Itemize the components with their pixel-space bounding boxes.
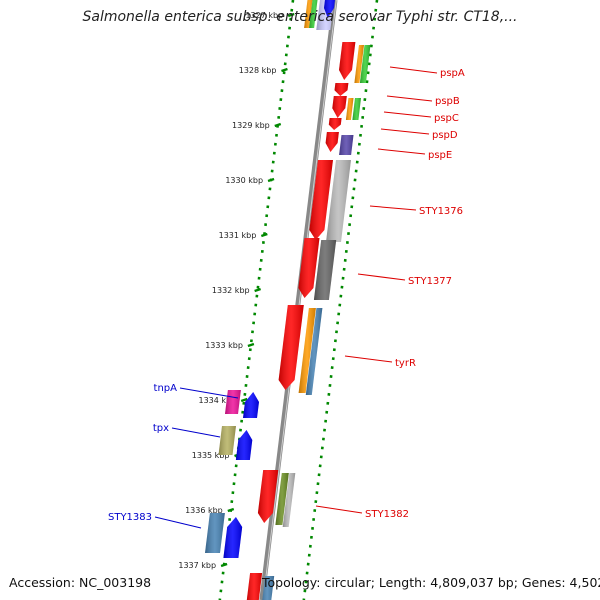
gene-STY1377-label[interactable]: STY1377 <box>408 276 452 287</box>
topology-text: Topology: circular; Length: 4,809,037 bp… <box>262 575 600 590</box>
scale-tick <box>220 562 228 568</box>
gene-tnpA-magenta-shading <box>225 390 241 414</box>
gene-pspC-shading <box>332 96 347 118</box>
scale-tick-label: 1336 kbp <box>185 506 223 515</box>
gene-tpx-label[interactable]: tpx <box>153 423 169 434</box>
gene-STY1382-label[interactable]: STY1382 <box>365 509 409 520</box>
gene-tnpA-label[interactable]: tnpA <box>154 383 178 394</box>
scale-tick <box>247 342 255 348</box>
gene-pspD-leader-line <box>380 128 430 135</box>
gene-STY1376-shading <box>309 160 333 240</box>
scale-tick <box>274 122 282 128</box>
gene-pspC-orange-shading <box>345 98 354 120</box>
gene-pspB-label[interactable]: pspB <box>435 96 460 107</box>
genome-backbone-highlight <box>262 0 337 600</box>
gene-top-blue-shading <box>324 0 335 18</box>
map-title: Salmonella enterica subsp. enterica sero… <box>82 9 518 25</box>
scale-dotted-line-left <box>218 0 295 600</box>
gene-tyrR-blue-shading <box>305 308 323 395</box>
gene-bottom-steelblue-shading <box>262 576 275 600</box>
scale-tick-label: 1335 kbp <box>192 451 230 460</box>
scale-tick-label: 1332 kbp <box>212 286 250 295</box>
scale-tick <box>254 287 261 293</box>
gene-tnpA-shading <box>243 392 259 418</box>
gene-STY1376-leader-line <box>369 205 417 211</box>
gene-tpx-leader-line <box>171 427 221 438</box>
gene-tyrR-shading <box>278 305 304 390</box>
gene-pspE-leader-line <box>377 148 426 155</box>
gene-pspD-shading <box>328 118 342 130</box>
gene-pspE-label[interactable]: pspE <box>428 150 452 161</box>
gene-pspC-green-shading <box>352 98 361 120</box>
gene-bottom-red-shading <box>246 573 263 600</box>
gene-STY1377-gray-shading <box>313 240 337 300</box>
gene-STY1382-leader-line <box>315 505 363 514</box>
gene-pspE-shading <box>325 132 339 152</box>
scale-tick-label: 1328 kbp <box>239 66 277 75</box>
gene-pspA-label[interactable]: pspA <box>440 68 465 79</box>
scale-tick-label: 1337 kbp <box>178 561 216 570</box>
scale-tick <box>240 397 248 403</box>
scale-tick-label: 1334 kbp <box>198 396 236 405</box>
gene-tpx-olive-shading <box>218 426 236 455</box>
gene-top-orange-shading <box>304 0 313 28</box>
gene-STY1377-shading <box>298 238 320 298</box>
gene-pspA-shading <box>339 42 356 80</box>
gene-tyrR-label[interactable]: tyrR <box>395 358 416 369</box>
gene-pspC-label[interactable]: pspC <box>434 113 459 124</box>
gene-STY1382-darkgreen-shading <box>275 473 289 525</box>
gene-pspD-label[interactable]: pspD <box>432 130 458 141</box>
gene-pspB-leader-line <box>386 95 433 102</box>
gene-top-green-shading <box>309 0 318 28</box>
scale-tick <box>227 507 235 513</box>
gene-STY1383-label[interactable]: STY1383 <box>108 512 152 523</box>
gene-STY1383-leader-line <box>154 516 202 529</box>
gene-tnpA-leader-line <box>179 387 239 399</box>
gene-pspA-leader-line <box>389 66 438 74</box>
scale-dotted-line-right <box>302 0 379 600</box>
gene-STY1376-label[interactable]: STY1376 <box>419 206 463 217</box>
gene-STY1383-steelblue-shading <box>205 513 225 553</box>
gene-pspB-shading <box>334 83 349 96</box>
accession-text: Accession: NC_003198 <box>9 575 152 590</box>
gene-STY1382-shading <box>257 470 279 523</box>
scale-tick <box>281 67 288 73</box>
scale-tick <box>267 177 275 183</box>
gene-pspA-green-shading <box>359 45 371 83</box>
gene-tpx-shading <box>235 430 253 460</box>
gene-STY1383-shading <box>223 517 243 558</box>
gene-pspC-leader-line <box>383 111 432 118</box>
scale-tick-label: 1331 kbp <box>219 231 257 240</box>
scale-tick-label: 1330 kbp <box>225 176 263 185</box>
gene-pspA-orange-shading <box>354 45 364 83</box>
gene-tyrR-orange-shading <box>298 308 316 393</box>
gene-STY1382-gray-shading <box>282 473 296 527</box>
scale-tick <box>260 232 268 238</box>
scale-tick-label: 1329 kbp <box>232 121 270 130</box>
gene-STY1377-leader-line <box>357 273 406 281</box>
scale-tick-label: 1333 kbp <box>205 341 243 350</box>
scale-tick-label: 1327 kbp <box>245 11 283 20</box>
gene-tyrR-leader-line <box>344 355 393 363</box>
gene-pspE-purple-shading <box>339 135 354 155</box>
scale-tick <box>287 12 295 18</box>
gene-STY1376-gray-shading <box>326 160 351 242</box>
